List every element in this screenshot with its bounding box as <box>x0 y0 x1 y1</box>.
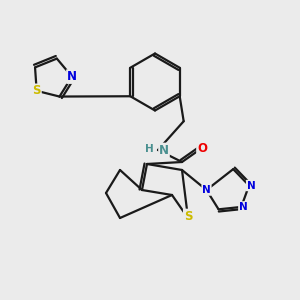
Text: S: S <box>32 84 41 98</box>
Text: N: N <box>239 202 248 212</box>
Text: N: N <box>67 70 77 83</box>
Text: S: S <box>184 209 192 223</box>
Text: N: N <box>159 143 169 157</box>
Text: O: O <box>197 142 207 154</box>
Text: N: N <box>202 185 211 195</box>
Text: H: H <box>145 144 153 154</box>
Text: N: N <box>247 181 255 190</box>
